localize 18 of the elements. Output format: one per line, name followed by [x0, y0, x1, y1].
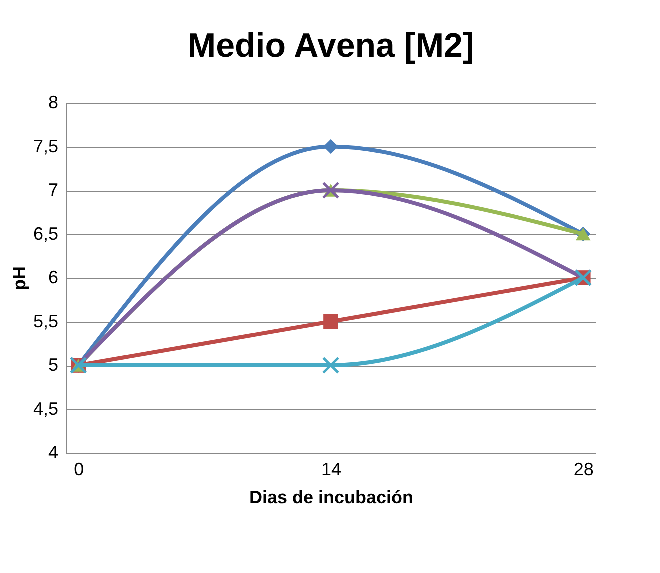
x-tick-label: 14: [321, 460, 342, 480]
y-tick-label: 4: [48, 442, 58, 462]
y-tick-label: 5: [48, 355, 58, 375]
y-tick-label: 6,5: [33, 224, 58, 244]
y-tick-label: 8: [48, 92, 58, 112]
y-tick-label: 7: [48, 180, 58, 200]
y-tick-label: 7,5: [33, 136, 58, 156]
y-axis-title: pH: [9, 266, 30, 290]
point: [324, 314, 338, 330]
y-tick-label: 4,5: [33, 398, 58, 419]
x-tick-label: 28: [574, 460, 594, 480]
point: [324, 139, 338, 154]
x-axis-title: Dias de incubación: [249, 488, 414, 508]
y-tick-label: 5,5: [33, 311, 58, 332]
y-tick-label: 6: [48, 268, 58, 288]
point: [322, 356, 340, 374]
chart-title: Medio Avena [M2]: [188, 27, 474, 65]
x-tick-label: 0: [74, 460, 84, 480]
